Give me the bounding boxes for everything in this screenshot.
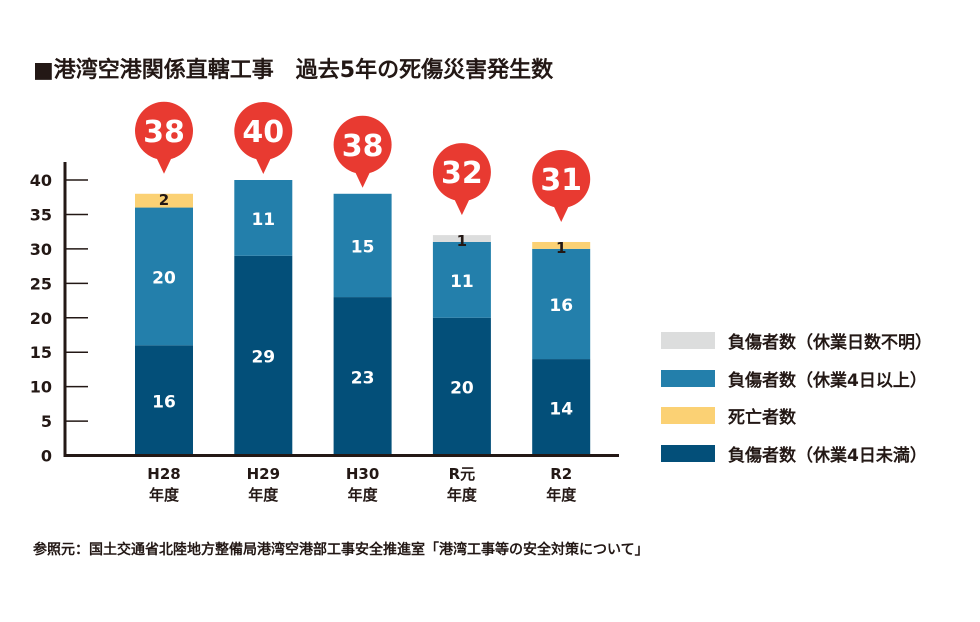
total-badge-pointer [155,154,173,174]
total-badge-pointer [552,202,571,222]
y-tick-label: 20 [30,309,52,328]
legend-swatch [661,369,715,387]
bar-segment-label: 11 [450,272,474,292]
y-tick-label: 25 [30,274,52,293]
x-tick-label: H28 [147,465,180,483]
legend-item: 負傷者数（休業4日未満） [661,435,932,473]
chart-title: ■港湾空港関係直轄工事 過去5年の死傷災害発生数 [33,58,554,83]
bar-segment [532,248,591,360]
total-badge-value: 31 [540,163,582,198]
total-badge [432,143,491,202]
x-tick-label: H30 [346,465,379,483]
legend-swatch [661,445,715,463]
bar-segment [135,207,193,346]
bar-segment [135,345,193,456]
bar-segment-label: 16 [549,296,573,316]
y-tick-label: 40 [30,171,52,190]
x-tick-label-sub: 年度 [248,486,279,504]
legend-swatch [661,407,715,425]
total-badge-value: 38 [143,115,185,150]
x-tick-label-sub: 年度 [546,486,577,504]
bar-segment-label: 14 [549,399,573,419]
bar-segment [234,255,293,456]
legend-label: 負傷者数（休業日数不明） [728,333,932,354]
total-badge [333,115,392,174]
x-tick-label-sub: 年度 [348,486,379,504]
y-tick-label: 10 [30,378,52,397]
bar-segment [432,241,491,318]
x-tick-label-sub: 年度 [149,486,180,504]
total-badge [532,149,591,208]
total-badge-value: 32 [441,156,483,191]
y-tick-label: 15 [30,343,52,362]
total-badge [135,101,193,160]
bar-segment [532,241,591,249]
bar-segment-label: 15 [351,237,375,257]
total-badge-pointer [452,196,471,216]
bar-segment-label: 20 [152,268,176,288]
legend-label: 負傷者数（休業4日以上） [728,370,927,391]
legend-item: 死亡者数 [661,397,932,435]
bar-segment-label: 23 [351,368,375,388]
bar-segment-label: 29 [251,348,275,368]
bar-segment-label: 1 [556,239,566,257]
bar-segment-label: 20 [450,379,474,399]
legend-item: 負傷者数（休業4日以上） [661,360,932,398]
y-tick-label: 5 [41,412,52,431]
legend-label: 死亡者数 [728,408,796,429]
x-tick-label-sub: 年度 [447,486,478,504]
bar-segment-label: 16 [152,392,176,412]
y-tick-label: 30 [30,240,52,259]
bar-segment [135,193,193,208]
bar-segment [333,193,392,298]
x-tick-label: R2 [550,465,572,483]
source-note: 参照元：国土交通省北陸地方整備局港湾空港部工事安全推進室「港湾工事等の安全対策に… [33,542,649,558]
x-tick-label: H29 [247,465,280,483]
total-badge-pointer [353,168,372,188]
legend-item: 負傷者数（休業日数不明） [661,322,932,360]
bar-segment [532,359,591,456]
bar-segment-label: 1 [457,232,467,250]
total-badge-value: 38 [342,129,384,164]
bar-segment [333,297,392,456]
y-tick-label: 35 [30,205,52,224]
bar-segment [432,235,491,242]
y-tick-label: 0 [41,447,52,466]
x-tick-label: R元 [449,465,476,483]
chart-legend: 負傷者数（休業日数不明） 負傷者数（休業4日以上） 死亡者数負傷者数（休業4日未満） [661,322,932,472]
bar-segment [234,180,293,256]
bar-segment [432,317,491,456]
total-badge-pointer [254,155,273,174]
total-badge [234,102,293,160]
legend-swatch [661,332,715,350]
total-badge-value: 40 [242,115,284,150]
bar-segment-label: 2 [159,191,169,209]
legend-label: 負傷者数（休業4日未満） [728,446,927,467]
bar-segment-label: 11 [251,210,275,230]
